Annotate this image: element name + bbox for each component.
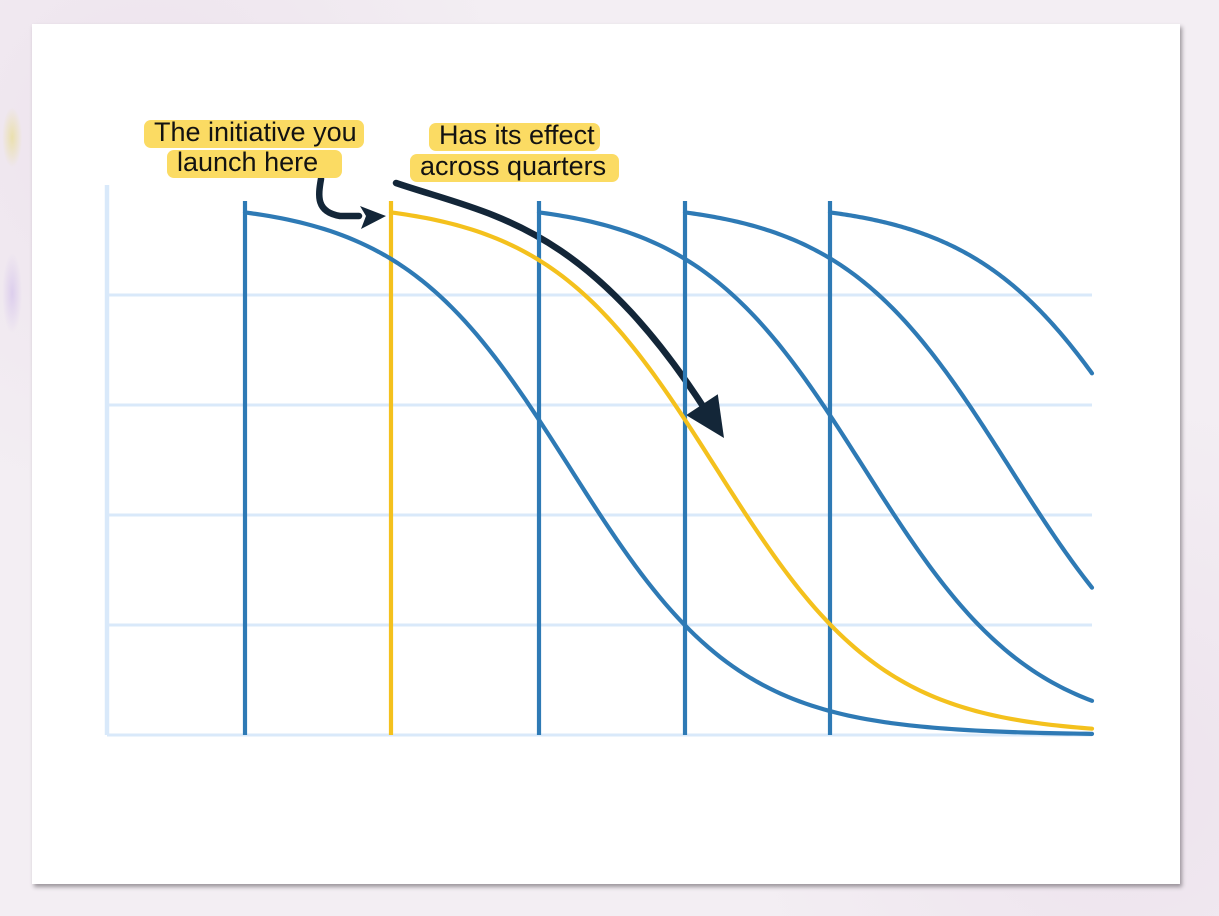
svg-text:The initiative you: The initiative you xyxy=(154,117,357,147)
svg-text:launch here: launch here xyxy=(177,147,318,177)
svg-text:across quarters: across quarters xyxy=(420,151,606,181)
svg-text:Has its effect: Has its effect xyxy=(439,120,595,150)
